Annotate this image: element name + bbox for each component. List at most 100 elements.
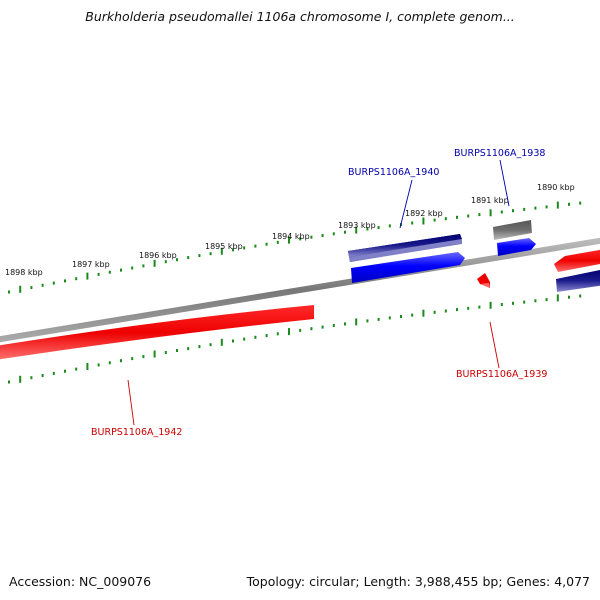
accession-text: Accession: NC_009076 [9,574,151,589]
tick-mark-minor [299,328,302,332]
tick-mark-minor [545,205,548,209]
tick-label: 1893 kbp [338,221,376,230]
tick-mark-major [153,259,156,267]
gene-blue-small[interactable] [497,238,536,256]
tick-mark-minor [444,309,447,313]
tick-mark-minor [332,232,335,236]
gene-burps1106a-1940-navy[interactable] [348,234,462,262]
tick-mark-minor [321,325,324,329]
tick-mark-minor [433,218,436,222]
tick-mark-minor [568,295,570,299]
tick-mark-minor [243,246,246,250]
tick-mark-major [288,236,290,244]
tick-mark-minor [388,316,391,320]
tick-mark-minor [579,201,582,205]
gene-label-1940[interactable]: BURPS1106A_1940 [348,167,439,178]
tick-mark-minor [276,332,279,336]
tick-label: 1896 kbp [139,251,177,260]
accession-label: Accession: [9,574,76,589]
tick-mark-minor [478,305,481,309]
tick-mark-major [355,318,358,326]
tick-mark-major [489,209,492,217]
tick-mark-major [86,272,89,280]
tick-mark-minor [209,252,212,256]
gene-label-1938[interactable]: BURPS1106A_1938 [454,148,545,159]
tick-mark-minor [467,214,470,218]
inner-tick-track [8,294,582,384]
tick-mark-minor [108,270,111,274]
gene-label-1939[interactable]: BURPS1106A_1939 [456,369,547,380]
tick-mark-minor [75,367,78,371]
tick-mark-minor [243,337,246,341]
tick-mark-minor [500,210,503,214]
tick-mark-minor [579,294,582,298]
tick-label: 1891 kbp [471,196,509,205]
tick-mark-minor [377,317,380,321]
tick-mark-minor [131,266,134,270]
tick-mark-minor [187,256,190,260]
tick-mark-minor [64,369,66,373]
tick-mark-minor [467,306,470,310]
tick-mark-minor [411,221,414,225]
tick-mark-minor [198,345,201,349]
tick-label: 1894 kbp [272,232,310,241]
accession-value: NC_009076 [79,574,152,589]
tick-mark-minor [8,380,10,384]
tick-mark-minor [344,322,346,326]
tick-mark-minor [142,355,145,359]
tick-mark-minor [377,226,380,229]
gene-burps1106a-1942-red[interactable] [0,305,314,360]
topology-text: Topology: circular; Length: 3,988,455 bp… [246,574,590,589]
tick-mark-major [422,217,425,225]
gene-navy-right[interactable] [556,269,600,292]
tick-mark-major [153,350,156,358]
gene-burps1106a-1938-grey[interactable] [493,220,532,240]
tick-mark-minor [444,217,447,221]
tick-mark-minor [456,215,458,219]
tick-mark-minor [366,227,369,231]
tick-mark-minor [366,319,369,323]
tick-mark-minor [265,242,268,246]
tick-mark-minor [512,209,514,213]
tick-mark-minor [30,286,33,290]
tick-label: 1890 kbp [537,183,575,192]
tick-mark-minor [52,281,55,285]
tick-label: 1898 kbp [5,268,43,277]
tick-mark-major [422,309,425,317]
tick-label: 1895 kbp [205,242,243,251]
tick-mark-minor [276,240,279,244]
tick-mark-minor [299,237,302,241]
gene-label-1942[interactable]: BURPS1106A_1942 [91,427,182,438]
tick-mark-minor [120,359,122,363]
tick-mark-minor [478,213,481,217]
gene-blue-forward[interactable] [351,252,465,283]
tick-mark-minor [30,376,33,380]
tick-mark-minor [310,327,313,331]
tick-mark-minor [108,361,111,365]
tick-mark-minor [523,300,526,304]
tick-mark-minor [209,343,212,347]
tick-mark-minor [433,310,436,314]
tick-labels: 1898 kbp 1897 kbp 1896 kbp 1895 kbp 1894… [5,183,575,277]
tick-mark-minor [142,264,145,268]
tick-mark-minor [456,308,458,312]
outer-tick-track [8,201,582,294]
tick-mark-minor [310,235,313,239]
tick-mark-major [288,328,290,336]
tick-mark-minor [176,349,178,352]
tick-mark-minor [321,234,324,237]
gene-red-right[interactable] [554,249,600,272]
tick-mark-minor [97,272,100,276]
tick-mark-minor [388,224,391,228]
chromosome-backbone [0,237,600,343]
tick-mark-minor [411,313,414,317]
tick-mark-minor [254,335,257,339]
tick-mark-minor [344,230,346,234]
tick-mark-minor [41,283,44,287]
leader-line-1939 [489,321,500,369]
tick-mark-minor [332,324,335,327]
gene-burps1106a-1939-red[interactable] [477,273,490,288]
tick-mark-minor [8,290,10,294]
tick-mark-minor [232,339,234,343]
